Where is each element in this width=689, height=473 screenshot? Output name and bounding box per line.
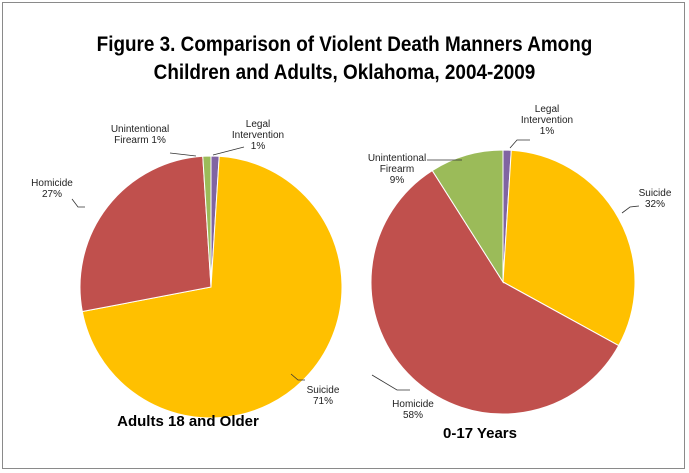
- chart-title: Figure 3. Comparison of Violent Death Ma…: [34, 31, 654, 87]
- pie-slice-suicide: [81, 155, 343, 419]
- pie-caption: Adults 18 and Older: [117, 413, 259, 430]
- pie-slice-unintentional-firearm: [202, 155, 212, 288]
- pie-slice-unintentional-firearm: [431, 149, 504, 284]
- pie-caption: 0-17 Years: [443, 425, 517, 442]
- data-label-suicide: Suicide 32%: [639, 188, 672, 210]
- pie-chart-2: Suicide 32% Homicide 58% Unintentional Firear…: [368, 104, 672, 442]
- data-label-homicide: Homicide 58%: [392, 399, 434, 421]
- leader-line-legal-intervention: [212, 146, 245, 156]
- leader-line-homicide: [371, 374, 410, 391]
- chart-title-line-2: Children and Adults, Oklahoma, 2004-2009: [153, 61, 536, 84]
- leader-line-homicide: [71, 198, 85, 208]
- leader-line-unintentional-firearm: [169, 152, 197, 157]
- data-label-homicide: Homicide 27%: [31, 178, 73, 200]
- data-label-legal-intervention: Legal Intervention 1%: [232, 119, 284, 152]
- pie-chart-1: Suicide 71% Homicide 27% Unintentional Firear…: [31, 119, 343, 430]
- data-label-unintentional-firearm: Unintentional Firearm 1%: [111, 124, 169, 146]
- leader-line-suicide: [290, 373, 305, 381]
- leader-line-legal-intervention: [509, 139, 530, 149]
- data-label-suicide: Suicide 71%: [307, 385, 340, 407]
- pie-slice-homicide: [370, 169, 620, 415]
- chart-title-line-1: Figure 3. Comparison of Violent Death Ma…: [96, 33, 593, 56]
- pie-slice-suicide: [502, 149, 636, 347]
- data-label-unintentional-firearm: Unintentional Firearm 9%: [368, 153, 426, 186]
- data-label-legal-intervention: Legal Intervention 1%: [521, 104, 573, 137]
- pie-slice-homicide: [79, 155, 212, 313]
- leader-line-suicide: [621, 205, 640, 214]
